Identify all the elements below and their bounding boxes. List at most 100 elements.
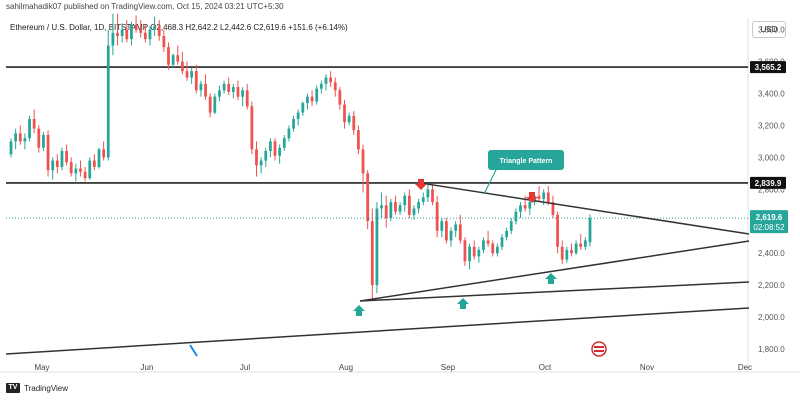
candle-body[interactable]	[171, 55, 175, 65]
candle-body[interactable]	[347, 115, 351, 123]
candle-body[interactable]	[463, 240, 467, 262]
candle-body[interactable]	[407, 195, 411, 215]
candle-body[interactable]	[250, 106, 254, 150]
support-trendline[interactable]	[359, 281, 750, 302]
candle-body[interactable]	[523, 205, 527, 209]
candle-body[interactable]	[222, 83, 226, 91]
candle-body[interactable]	[60, 150, 64, 167]
candle-body[interactable]	[301, 103, 305, 113]
candle-body[interactable]	[139, 29, 143, 33]
candle-body[interactable]	[500, 237, 504, 247]
candle-body[interactable]	[421, 197, 425, 203]
candle-body[interactable]	[273, 141, 277, 156]
candle-body[interactable]	[157, 26, 161, 36]
candle-body[interactable]	[458, 224, 462, 241]
candle-body[interactable]	[278, 147, 282, 156]
candle-body[interactable]	[468, 246, 471, 262]
candle-body[interactable]	[556, 214, 559, 247]
candle-body[interactable]	[440, 221, 444, 231]
candle-body[interactable]	[204, 83, 207, 97]
candle-body[interactable]	[333, 82, 337, 91]
candle-body[interactable]	[46, 135, 50, 171]
candle-body[interactable]	[185, 71, 189, 78]
candle-body[interactable]	[519, 205, 522, 212]
candle-body[interactable]	[134, 24, 138, 30]
candle-body[interactable]	[357, 130, 360, 150]
candle-body[interactable]	[296, 112, 300, 120]
currency-button[interactable]: USD	[752, 21, 786, 38]
candle-body[interactable]	[28, 119, 31, 139]
candle-body[interactable]	[264, 150, 268, 161]
candle-body[interactable]	[403, 195, 407, 206]
triangle-upper-trendline[interactable]	[419, 182, 750, 235]
candle-body[interactable]	[245, 90, 249, 107]
candle-body[interactable]	[125, 29, 129, 40]
candle-body[interactable]	[361, 149, 365, 174]
candle-body[interactable]	[74, 168, 78, 174]
candle-body[interactable]	[14, 133, 18, 142]
candle-body[interactable]	[292, 119, 295, 129]
candle-body[interactable]	[574, 243, 578, 254]
candle-body[interactable]	[120, 29, 124, 36]
candle-body[interactable]	[486, 240, 490, 244]
candle-body[interactable]	[570, 249, 573, 254]
candle-body[interactable]	[282, 138, 286, 148]
long-term-support-trendline[interactable]	[5, 307, 750, 355]
candle-body[interactable]	[472, 246, 476, 257]
candle-body[interactable]	[42, 135, 45, 148]
candle-body[interactable]	[51, 160, 55, 171]
candle-body[interactable]	[167, 47, 170, 65]
candle-body[interactable]	[375, 208, 379, 286]
candle-body[interactable]	[384, 205, 388, 219]
candle-body[interactable]	[426, 189, 430, 198]
candle-body[interactable]	[227, 83, 231, 92]
candle-body[interactable]	[194, 71, 198, 91]
candle-body[interactable]	[394, 202, 397, 212]
candle-body[interactable]	[315, 88, 319, 102]
candle-body[interactable]	[106, 45, 110, 158]
candle-body[interactable]	[269, 141, 272, 151]
candle-body[interactable]	[477, 249, 481, 257]
candle-body[interactable]	[505, 230, 509, 238]
candle-body[interactable]	[199, 83, 203, 91]
candle-body[interactable]	[542, 192, 546, 199]
candle-body[interactable]	[454, 224, 458, 231]
candle-body[interactable]	[445, 221, 448, 241]
candle-body[interactable]	[509, 221, 513, 231]
candle-body[interactable]	[417, 202, 421, 209]
candle-body[interactable]	[69, 162, 73, 174]
candle-body[interactable]	[218, 90, 221, 97]
candle-body[interactable]	[236, 87, 240, 97]
candle-body[interactable]	[306, 96, 309, 104]
triangle-lower-trendline[interactable]	[359, 240, 750, 302]
candle-body[interactable]	[143, 32, 147, 40]
candle-body[interactable]	[412, 208, 416, 215]
candle-body[interactable]	[537, 195, 541, 199]
candle-body[interactable]	[514, 211, 518, 222]
candle-body[interactable]	[380, 205, 383, 209]
candle-body[interactable]	[32, 119, 36, 129]
candle-body[interactable]	[551, 202, 555, 215]
candle-body[interactable]	[55, 160, 59, 167]
candle-body[interactable]	[92, 160, 96, 167]
candle-body[interactable]	[324, 77, 328, 84]
candle-body[interactable]	[153, 26, 156, 30]
candle-body[interactable]	[370, 221, 374, 286]
candle-body[interactable]	[528, 202, 532, 209]
candle-body[interactable]	[102, 149, 106, 158]
candle-body[interactable]	[116, 32, 119, 36]
candle-body[interactable]	[319, 83, 323, 89]
candle-body[interactable]	[208, 96, 212, 113]
economic-event-flag-icon[interactable]	[591, 341, 607, 357]
candle-body[interactable]	[583, 240, 587, 247]
candle-body[interactable]	[97, 149, 101, 167]
triangle-pattern-callout[interactable]	[488, 150, 564, 170]
candle-body[interactable]	[287, 128, 291, 139]
candle-body[interactable]	[9, 141, 13, 155]
candle-body[interactable]	[352, 115, 356, 131]
candle-body[interactable]	[18, 133, 22, 142]
candle-body[interactable]	[338, 90, 342, 105]
candle-body[interactable]	[435, 202, 439, 231]
candle-body[interactable]	[482, 240, 485, 250]
